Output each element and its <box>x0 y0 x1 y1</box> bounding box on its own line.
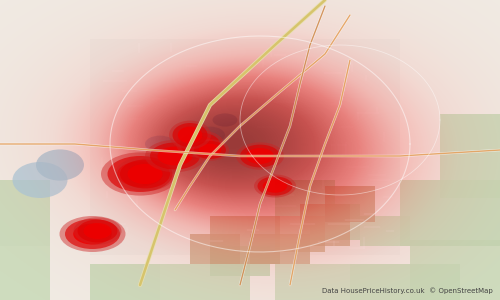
Ellipse shape <box>212 113 238 127</box>
Ellipse shape <box>139 154 181 176</box>
Ellipse shape <box>128 164 162 184</box>
Bar <box>360 216 410 246</box>
Ellipse shape <box>199 144 221 156</box>
Bar <box>0 246 50 300</box>
Bar <box>410 240 500 300</box>
Ellipse shape <box>78 220 118 242</box>
Text: Data HousePriceHistory.co.uk  © OpenStreetMap: Data HousePriceHistory.co.uk © OpenStree… <box>322 287 492 294</box>
Ellipse shape <box>254 175 296 197</box>
Ellipse shape <box>178 127 202 143</box>
Bar <box>275 264 365 300</box>
Ellipse shape <box>263 179 287 193</box>
Ellipse shape <box>36 149 84 181</box>
Ellipse shape <box>246 148 274 164</box>
Ellipse shape <box>195 127 225 143</box>
Ellipse shape <box>236 142 284 170</box>
Bar <box>210 216 280 264</box>
Bar <box>310 204 360 240</box>
Ellipse shape <box>145 136 175 152</box>
Ellipse shape <box>180 133 220 155</box>
Bar <box>350 264 460 300</box>
Ellipse shape <box>120 160 170 188</box>
Bar <box>190 234 240 264</box>
Ellipse shape <box>60 216 126 252</box>
Ellipse shape <box>101 152 179 196</box>
Ellipse shape <box>117 161 163 187</box>
Bar <box>275 216 325 252</box>
Bar <box>440 114 500 198</box>
Ellipse shape <box>65 219 120 249</box>
Ellipse shape <box>186 136 214 152</box>
Ellipse shape <box>258 176 292 196</box>
Ellipse shape <box>158 147 192 165</box>
Ellipse shape <box>172 140 208 160</box>
Bar <box>250 234 310 264</box>
Ellipse shape <box>176 130 224 158</box>
Ellipse shape <box>240 145 280 167</box>
Ellipse shape <box>191 139 229 161</box>
Ellipse shape <box>115 157 175 191</box>
Ellipse shape <box>12 162 68 198</box>
Bar <box>300 204 350 246</box>
Bar <box>90 39 400 255</box>
Ellipse shape <box>150 142 200 170</box>
Ellipse shape <box>84 223 112 239</box>
Ellipse shape <box>73 224 112 244</box>
Ellipse shape <box>169 121 211 149</box>
Bar <box>400 180 500 246</box>
Bar <box>275 180 335 216</box>
Bar <box>160 264 250 300</box>
Ellipse shape <box>108 156 172 192</box>
Bar <box>0 180 50 246</box>
Bar <box>325 186 375 222</box>
Ellipse shape <box>74 217 122 245</box>
Bar <box>90 264 160 300</box>
Ellipse shape <box>194 141 226 159</box>
Ellipse shape <box>145 140 205 172</box>
Ellipse shape <box>172 123 208 147</box>
Bar <box>210 246 270 276</box>
